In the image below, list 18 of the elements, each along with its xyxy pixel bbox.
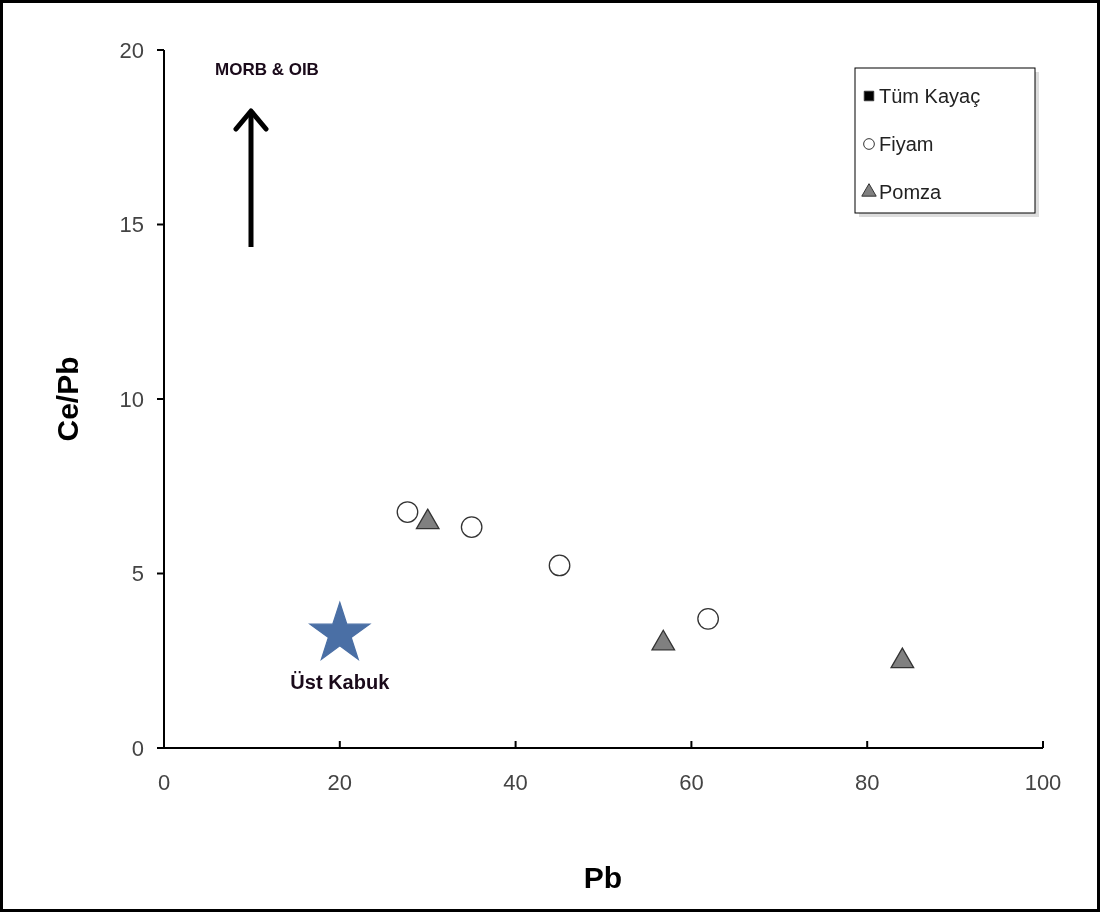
legend-label: Fiyam bbox=[879, 133, 934, 155]
x-tick-label: 60 bbox=[679, 770, 704, 795]
x-tick-label: 80 bbox=[854, 770, 880, 795]
annotation: Üst Kabuk bbox=[290, 670, 391, 693]
y-tick-label: 10 bbox=[119, 386, 144, 412]
x-tick-label: 0 bbox=[157, 770, 171, 795]
x-axis-title: Pb bbox=[583, 861, 623, 894]
y-axis-title: Ce/Pb bbox=[51, 356, 84, 442]
legend-label: Pomza bbox=[879, 181, 943, 203]
x-tick-label: 100 bbox=[1024, 770, 1062, 795]
x-tick-label: 40 bbox=[503, 770, 528, 795]
y-tick-label: 15 bbox=[119, 212, 144, 238]
y-tick-label: 20 bbox=[119, 37, 144, 63]
y-tick-label: 5 bbox=[131, 561, 144, 587]
x-tick-label: 20 bbox=[327, 770, 353, 795]
legend-label: Tüm Kayaç bbox=[879, 85, 981, 107]
y-tick-label: 0 bbox=[131, 735, 144, 761]
annotation: MORB & OIB bbox=[215, 60, 319, 79]
